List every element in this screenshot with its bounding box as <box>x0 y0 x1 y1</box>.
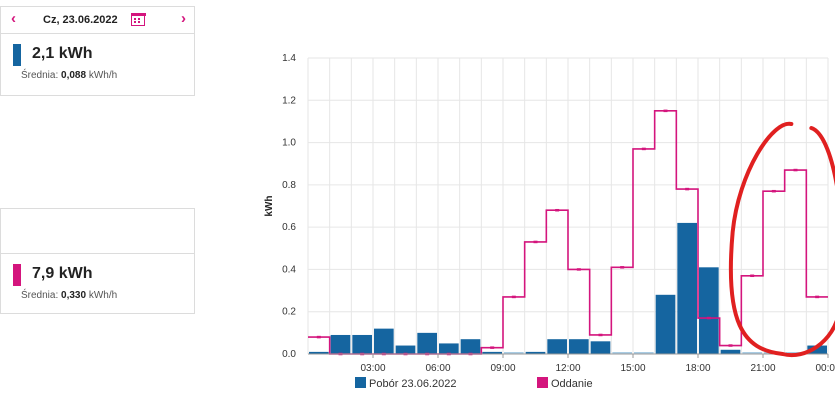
consumption-bar <box>634 352 654 354</box>
next-day-button[interactable]: › <box>181 10 186 27</box>
consumption-bar <box>742 352 762 354</box>
consumption-bar <box>569 339 589 354</box>
export-average-value: 0,330 <box>61 290 87 301</box>
legend-label-export: Oddanie <box>551 378 593 390</box>
selected-date: Cz, 23.06.2022 <box>43 14 118 26</box>
y-tick-label: 0.6 <box>282 222 296 233</box>
consumption-color-swatch <box>13 44 21 66</box>
previous-day-button[interactable]: ‹ <box>11 10 16 27</box>
export-total: 7,9 kWh <box>32 265 93 282</box>
consumption-bar <box>590 341 611 354</box>
y-axis-label: kWh <box>264 195 275 216</box>
energy-chart: 0.0 0.2 0.4 0.6 0.8 1.0 1.2 1.4 kWh 03:00 06:00 09:… <box>264 53 835 374</box>
annotation-circle <box>728 121 835 358</box>
y-tick-label: 1.4 <box>282 53 296 64</box>
y-tick-label: 0.0 <box>282 349 296 360</box>
consumption-bar <box>309 351 329 354</box>
x-tick-label: 18:00 <box>685 363 710 374</box>
consumption-bar <box>720 349 741 354</box>
consumption-bar <box>439 343 459 354</box>
legend-item-export[interactable]: Oddanie <box>537 377 593 390</box>
consumption-average-unit: kWh/h <box>88 70 118 81</box>
consumption-bar <box>482 351 502 354</box>
consumption-bar <box>785 352 806 354</box>
calendar-icon[interactable] <box>130 12 146 26</box>
consumption-bar <box>330 334 351 354</box>
export-average: Średnia: 0,330 kWh/h <box>1 290 194 301</box>
legend-label-consumption: Pobór 23.06.2022 <box>369 378 457 390</box>
x-tick-label: 03:00 <box>360 363 385 374</box>
consumption-bar <box>547 339 567 354</box>
consumption-bar <box>655 294 676 354</box>
consumption-bar <box>677 222 697 354</box>
export-card-header <box>1 209 194 254</box>
export-color-swatch <box>13 264 21 286</box>
consumption-bar <box>395 345 416 354</box>
y-tick-label: 1.0 <box>282 138 296 149</box>
x-tick-label: 09:00 <box>490 363 515 374</box>
legend-item-consumption[interactable]: Pobór 23.06.2022 <box>355 377 456 390</box>
consumption-total-row: 2,1 kWh <box>1 34 194 66</box>
consumption-bar <box>352 334 372 354</box>
consumption-bar <box>374 328 394 354</box>
consumption-bar <box>525 351 546 354</box>
x-tick-label: 06:00 <box>425 363 450 374</box>
consumption-bar <box>699 267 719 354</box>
x-tick-label: 21:00 <box>750 363 775 374</box>
date-navigator: ‹ Cz, 23.06.2022 › <box>1 7 194 34</box>
consumption-bar <box>417 332 437 354</box>
consumption-average: Średnia: 0,088 kWh/h <box>1 70 194 81</box>
consumption-bar <box>504 352 524 354</box>
export-average-unit: kWh/h <box>88 290 118 301</box>
consumption-average-label: Średnia: <box>21 70 59 81</box>
consumption-bar <box>807 345 827 354</box>
y-tick-label: 0.8 <box>282 180 296 191</box>
export-average-label: Średnia: <box>21 290 59 301</box>
consumption-bar <box>612 352 632 354</box>
consumption-bar <box>460 339 481 354</box>
consumption-total: 2,1 kWh <box>32 45 93 62</box>
y-tick-label: 0.2 <box>282 307 296 318</box>
x-tick-label: 15:00 <box>620 363 645 374</box>
y-tick-label: 1.2 <box>282 95 296 106</box>
x-tick-label: 00:00 <box>815 363 835 374</box>
legend-swatch-consumption <box>355 377 366 388</box>
export-total-row: 7,9 kWh <box>1 254 194 286</box>
legend-swatch-export <box>537 377 548 388</box>
consumption-average-value: 0,088 <box>61 70 87 81</box>
y-tick-label: 0.4 <box>282 264 296 275</box>
export-card: 7,9 kWh Średnia: 0,330 kWh/h <box>0 208 195 314</box>
x-tick-label: 12:00 <box>555 363 580 374</box>
consumption-card: ‹ Cz, 23.06.2022 › 2,1 kWh Średnia: 0,08… <box>0 6 195 96</box>
